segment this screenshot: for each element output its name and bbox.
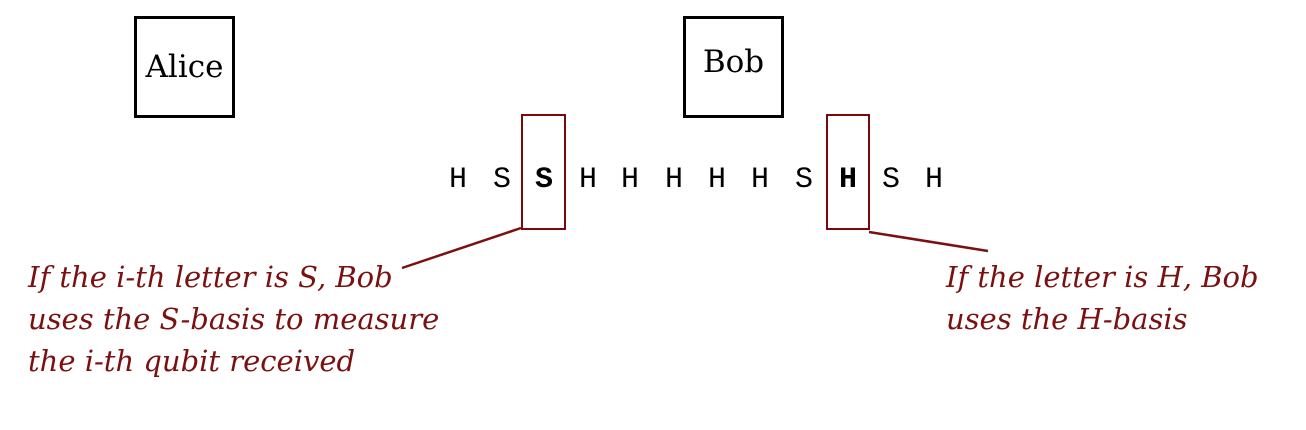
- annotation-line: uses the H-basis: [946, 302, 1188, 336]
- annotation-line: uses the S-basis to measure: [28, 302, 440, 336]
- annotation-line: the i-th qubit received: [28, 344, 356, 378]
- basis-letter: H: [578, 163, 597, 197]
- basis-letter: H: [620, 163, 639, 197]
- annotation-h-basis: If the letter is H, Bob uses the H-basis: [946, 256, 1259, 340]
- basis-letter: H: [664, 163, 683, 197]
- annotation-s-basis: If the i-th letter is S, Bob uses the S-…: [28, 256, 439, 382]
- basis-letter: H: [750, 163, 769, 197]
- highlight-box-s: [521, 114, 566, 230]
- basis-letter: H: [448, 163, 467, 197]
- connector-line-h: [868, 230, 989, 253]
- basis-letter-highlighted: H: [838, 163, 857, 197]
- highlight-box-h: [826, 114, 870, 230]
- connector-line-s: [401, 226, 522, 270]
- bob-label: Bob: [702, 44, 765, 80]
- annotation-line: If the letter is H, Bob: [946, 260, 1259, 294]
- annotation-line: If the i-th letter is S, Bob: [28, 260, 393, 294]
- basis-letter: S: [492, 163, 511, 197]
- basis-letter-highlighted: S: [534, 163, 553, 197]
- alice-box: Alice: [134, 16, 235, 118]
- basis-letter: S: [794, 163, 813, 197]
- bob-box: Bob: [683, 16, 784, 118]
- basis-letter: H: [924, 163, 943, 197]
- basis-letter: H: [707, 163, 726, 197]
- basis-letter: S: [881, 163, 900, 197]
- alice-label: Alice: [145, 49, 224, 85]
